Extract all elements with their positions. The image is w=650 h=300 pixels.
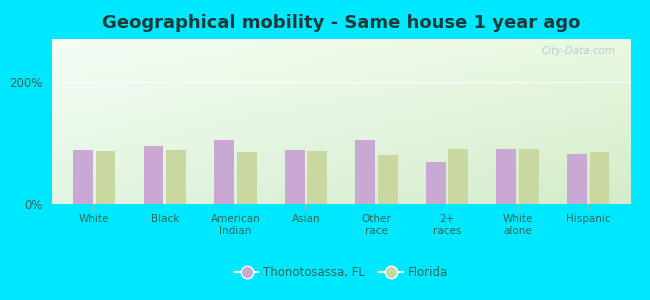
Bar (166, 150, 186, 204)
Bar (448, 149, 468, 204)
Legend: Thonotosassa, FL, Florida: Thonotosassa, FL, Florida (230, 262, 452, 284)
Bar (144, 146, 163, 204)
Bar (214, 140, 234, 204)
Bar (237, 152, 257, 204)
Bar (307, 151, 327, 204)
Bar (497, 149, 516, 204)
Bar (567, 154, 587, 204)
Text: City-Data.com: City-Data.com (542, 46, 616, 56)
Bar (590, 152, 609, 204)
Bar (96, 151, 116, 204)
Bar (285, 150, 305, 204)
Title: Geographical mobility - Same house 1 year ago: Geographical mobility - Same house 1 yea… (102, 14, 580, 32)
Bar (378, 155, 398, 204)
Bar (73, 150, 93, 204)
Bar (426, 162, 446, 204)
Bar (356, 140, 375, 204)
Bar (519, 149, 539, 204)
